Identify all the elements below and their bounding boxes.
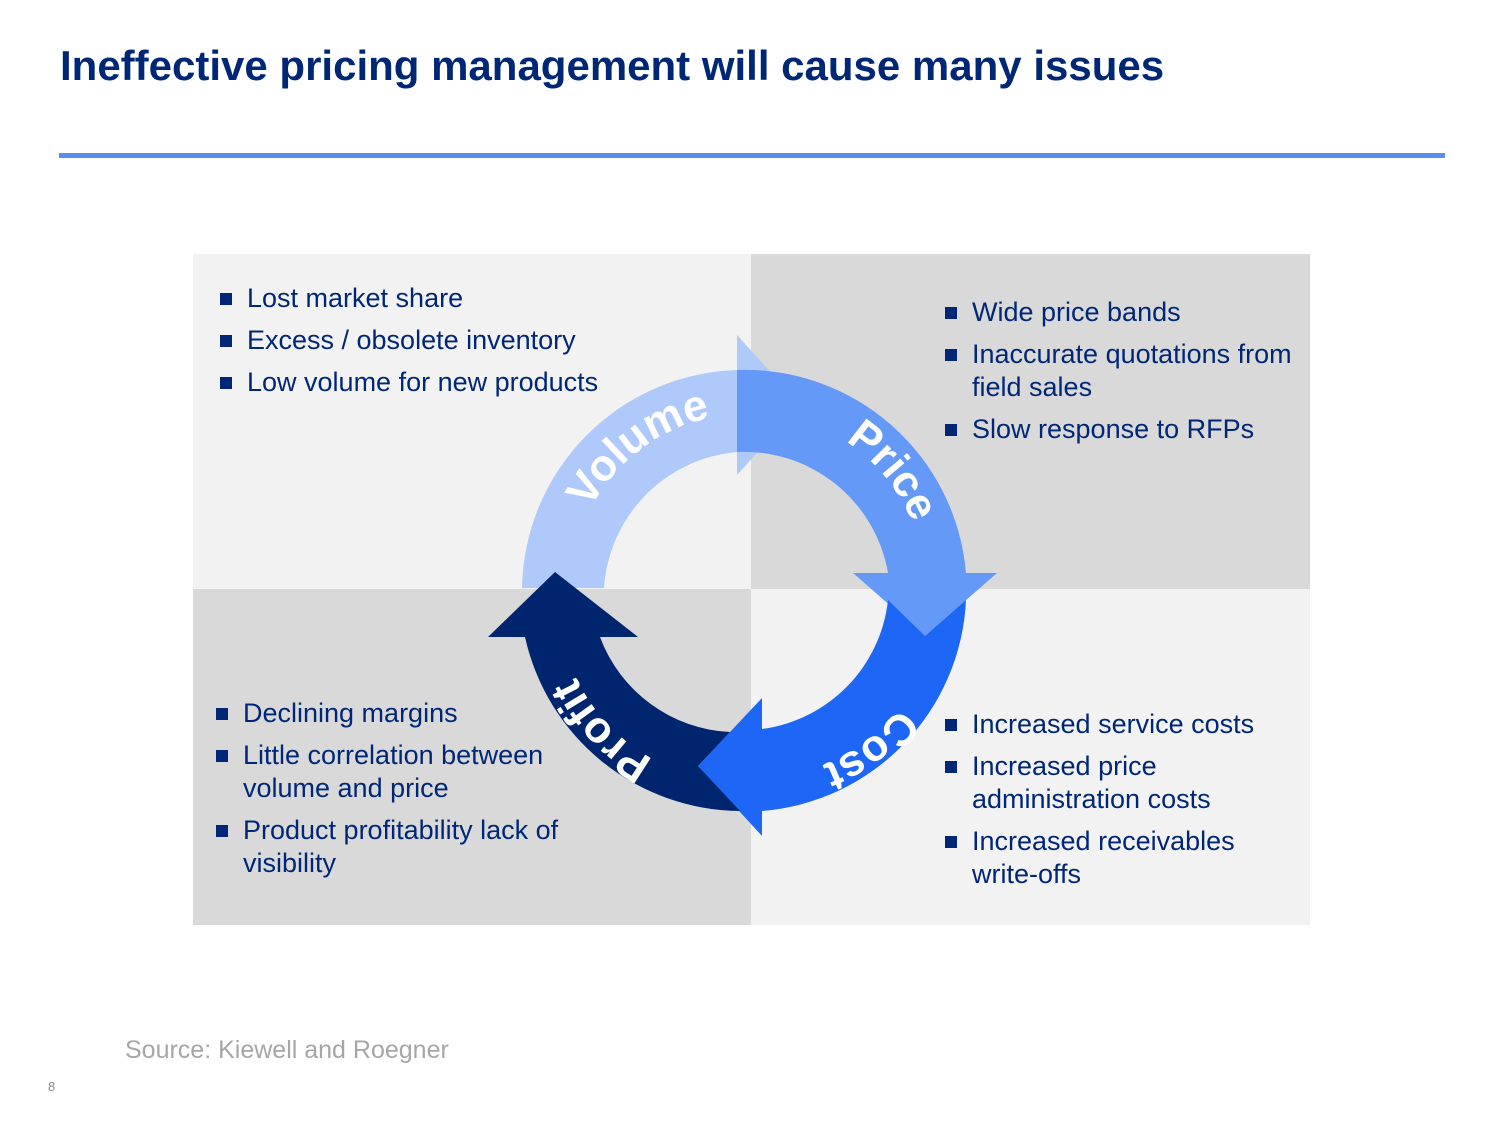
bullet-square-icon	[945, 349, 957, 361]
bullet-square-icon	[945, 719, 957, 731]
list-item-text: Slow response to RFPs	[972, 414, 1255, 444]
list-item-text: Inaccurate quotations from field sales	[972, 339, 1292, 402]
title-divider	[59, 153, 1445, 158]
list-item-text: Lost market share	[247, 283, 464, 313]
list-item: Inaccurate quotations from field sales	[945, 338, 1295, 404]
list-item-text: Little correlation between volume and pr…	[243, 740, 544, 803]
list-item: Low volume for new products	[220, 366, 640, 399]
list-item-text: Excess / obsolete inventory	[247, 325, 576, 355]
list-item: Declining margins	[216, 697, 636, 730]
bullet-square-icon	[220, 377, 232, 389]
list-item: Increased receivables write-offs	[945, 825, 1295, 891]
list-item-text: Declining margins	[243, 698, 458, 728]
bullet-square-icon	[216, 708, 228, 720]
list-item-text: Increased receivables write-offs	[972, 826, 1235, 889]
cost-arrow-shape	[698, 600, 966, 836]
list-item: Product profitability lack of visibility	[216, 814, 636, 880]
list-item-text: Wide price bands	[972, 297, 1181, 327]
volume-arrow-shape	[522, 335, 800, 588]
bullet-square-icon	[945, 307, 957, 319]
profit-issues-list: Declining margins Little correlation bet…	[216, 697, 636, 889]
volume-issues-list: Lost market share Excess / obsolete inve…	[220, 282, 640, 408]
list-item: Wide price bands	[945, 296, 1295, 329]
list-item-text: Increased service costs	[972, 709, 1255, 739]
profit-arrow-shape	[488, 572, 740, 811]
pricing-cycle-diagram: Volume Price Cost Profit	[488, 335, 997, 836]
price-issues-list: Wide price bands Inaccurate quotations f…	[945, 296, 1295, 455]
list-item: Slow response to RFPs	[945, 413, 1295, 446]
bullet-square-icon	[945, 761, 957, 773]
list-item-text: Product profitability lack of visibility	[243, 815, 559, 878]
bullet-square-icon	[945, 836, 957, 848]
cost-issues-list: Increased service costs Increased price …	[945, 708, 1295, 900]
page-number: 8	[48, 1079, 56, 1094]
list-item-text: Increased price administration costs	[972, 751, 1211, 814]
bullet-square-icon	[216, 750, 228, 762]
list-item-text: Low volume for new products	[247, 367, 599, 397]
price-arrow-shape	[737, 369, 997, 636]
bullet-square-icon	[945, 424, 957, 436]
bullet-square-icon	[220, 335, 232, 347]
list-item: Little correlation between volume and pr…	[216, 739, 636, 805]
list-item: Excess / obsolete inventory	[220, 324, 640, 357]
source-note: Source: Kiewell and Roegner	[125, 1036, 449, 1064]
page-title: Ineffective pricing management will caus…	[60, 42, 1165, 89]
list-item: Increased service costs	[945, 708, 1295, 741]
bullet-square-icon	[220, 293, 232, 305]
bullet-square-icon	[216, 825, 228, 837]
list-item: Lost market share	[220, 282, 640, 315]
list-item: Increased price administration costs	[945, 750, 1295, 816]
